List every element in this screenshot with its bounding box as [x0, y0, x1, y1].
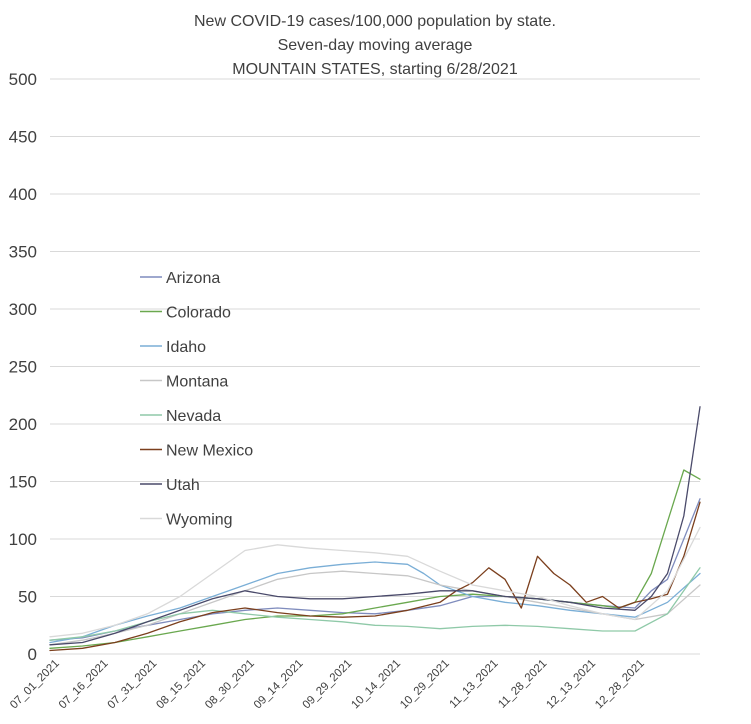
x-tick-label-4: 08_30_2021: [203, 658, 257, 712]
y-tick-label-250: 250: [9, 358, 37, 377]
legend-label-utah: Utah: [166, 477, 200, 494]
legend-label-arizona: Arizona: [166, 270, 220, 287]
series-line-arizona: [49, 498, 701, 641]
y-tick-label-50: 50: [18, 588, 37, 607]
y-tick-label-0: 0: [28, 645, 37, 664]
x-axis-ticks: 07_01_202107_16_202107_31_202108_15_2021…: [8, 658, 647, 712]
x-tick-label-9: 11_13_2021: [448, 658, 501, 711]
x-tick-label-0: 07_01_2021: [8, 658, 62, 712]
x-tick-label-5: 09_14_2021: [252, 658, 306, 712]
x-tick-label-8: 10_29_2021: [398, 658, 452, 712]
title-line-3: MOUNTAIN STATES, starting 6/28/2021: [232, 61, 518, 78]
legend: Arizona Colorado Idaho Montana Nevada New Mex…: [140, 270, 253, 529]
y-tick-label-350: 350: [9, 243, 37, 262]
x-tick-label-3: 08_15_2021: [154, 658, 208, 712]
y-tick-label-500: 500: [9, 70, 37, 89]
y-tick-label-150: 150: [9, 473, 37, 492]
legend-label-nevada: Nevada: [166, 408, 221, 425]
series-line-idaho: [49, 561, 701, 644]
legend-label-colorado: Colorado: [166, 305, 231, 322]
legend-label-idaho: Idaho: [166, 339, 206, 356]
title-line-1: New COVID-19 cases/100,000 population by…: [194, 13, 556, 30]
x-tick-label-12: 12_28_2021: [593, 658, 647, 712]
title-line-2: Seven-day moving average: [278, 37, 473, 54]
series-lines: [49, 406, 701, 652]
y-axis-ticks: 0 50 100 150 200 250 300 350 400 450 500: [9, 70, 37, 664]
y-tick-label-300: 300: [9, 300, 37, 319]
series-line-wyoming: [49, 526, 701, 638]
x-tick-label-11: 12_13_2021: [544, 658, 598, 712]
x-tick-label-1: 07_16_2021: [57, 658, 111, 712]
series-line-nevada: [49, 567, 701, 641]
series-line-montana: [49, 570, 701, 646]
legend-label-wyoming: Wyoming: [166, 512, 233, 529]
series-line-utah: [49, 406, 701, 646]
chart-title: New COVID-19 cases/100,000 population by…: [194, 13, 556, 78]
series-line-colorado: [49, 469, 701, 649]
x-tick-label-6: 09_29_2021: [301, 658, 355, 712]
legend-label-montana: Montana: [166, 374, 228, 391]
series-line-new-mexico: [49, 501, 701, 652]
y-tick-label-450: 450: [9, 128, 37, 147]
y-tick-label-400: 400: [9, 185, 37, 204]
y-tick-label-200: 200: [9, 415, 37, 434]
x-tick-label-2: 07_31_2021: [106, 658, 160, 712]
legend-label-new-mexico: New Mexico: [166, 443, 253, 460]
y-tick-label-100: 100: [9, 530, 37, 549]
gridlines: [50, 78, 700, 655]
x-tick-label-10: 11_28_2021: [496, 658, 549, 711]
x-tick-label-7: 10_14_2021: [349, 658, 403, 712]
